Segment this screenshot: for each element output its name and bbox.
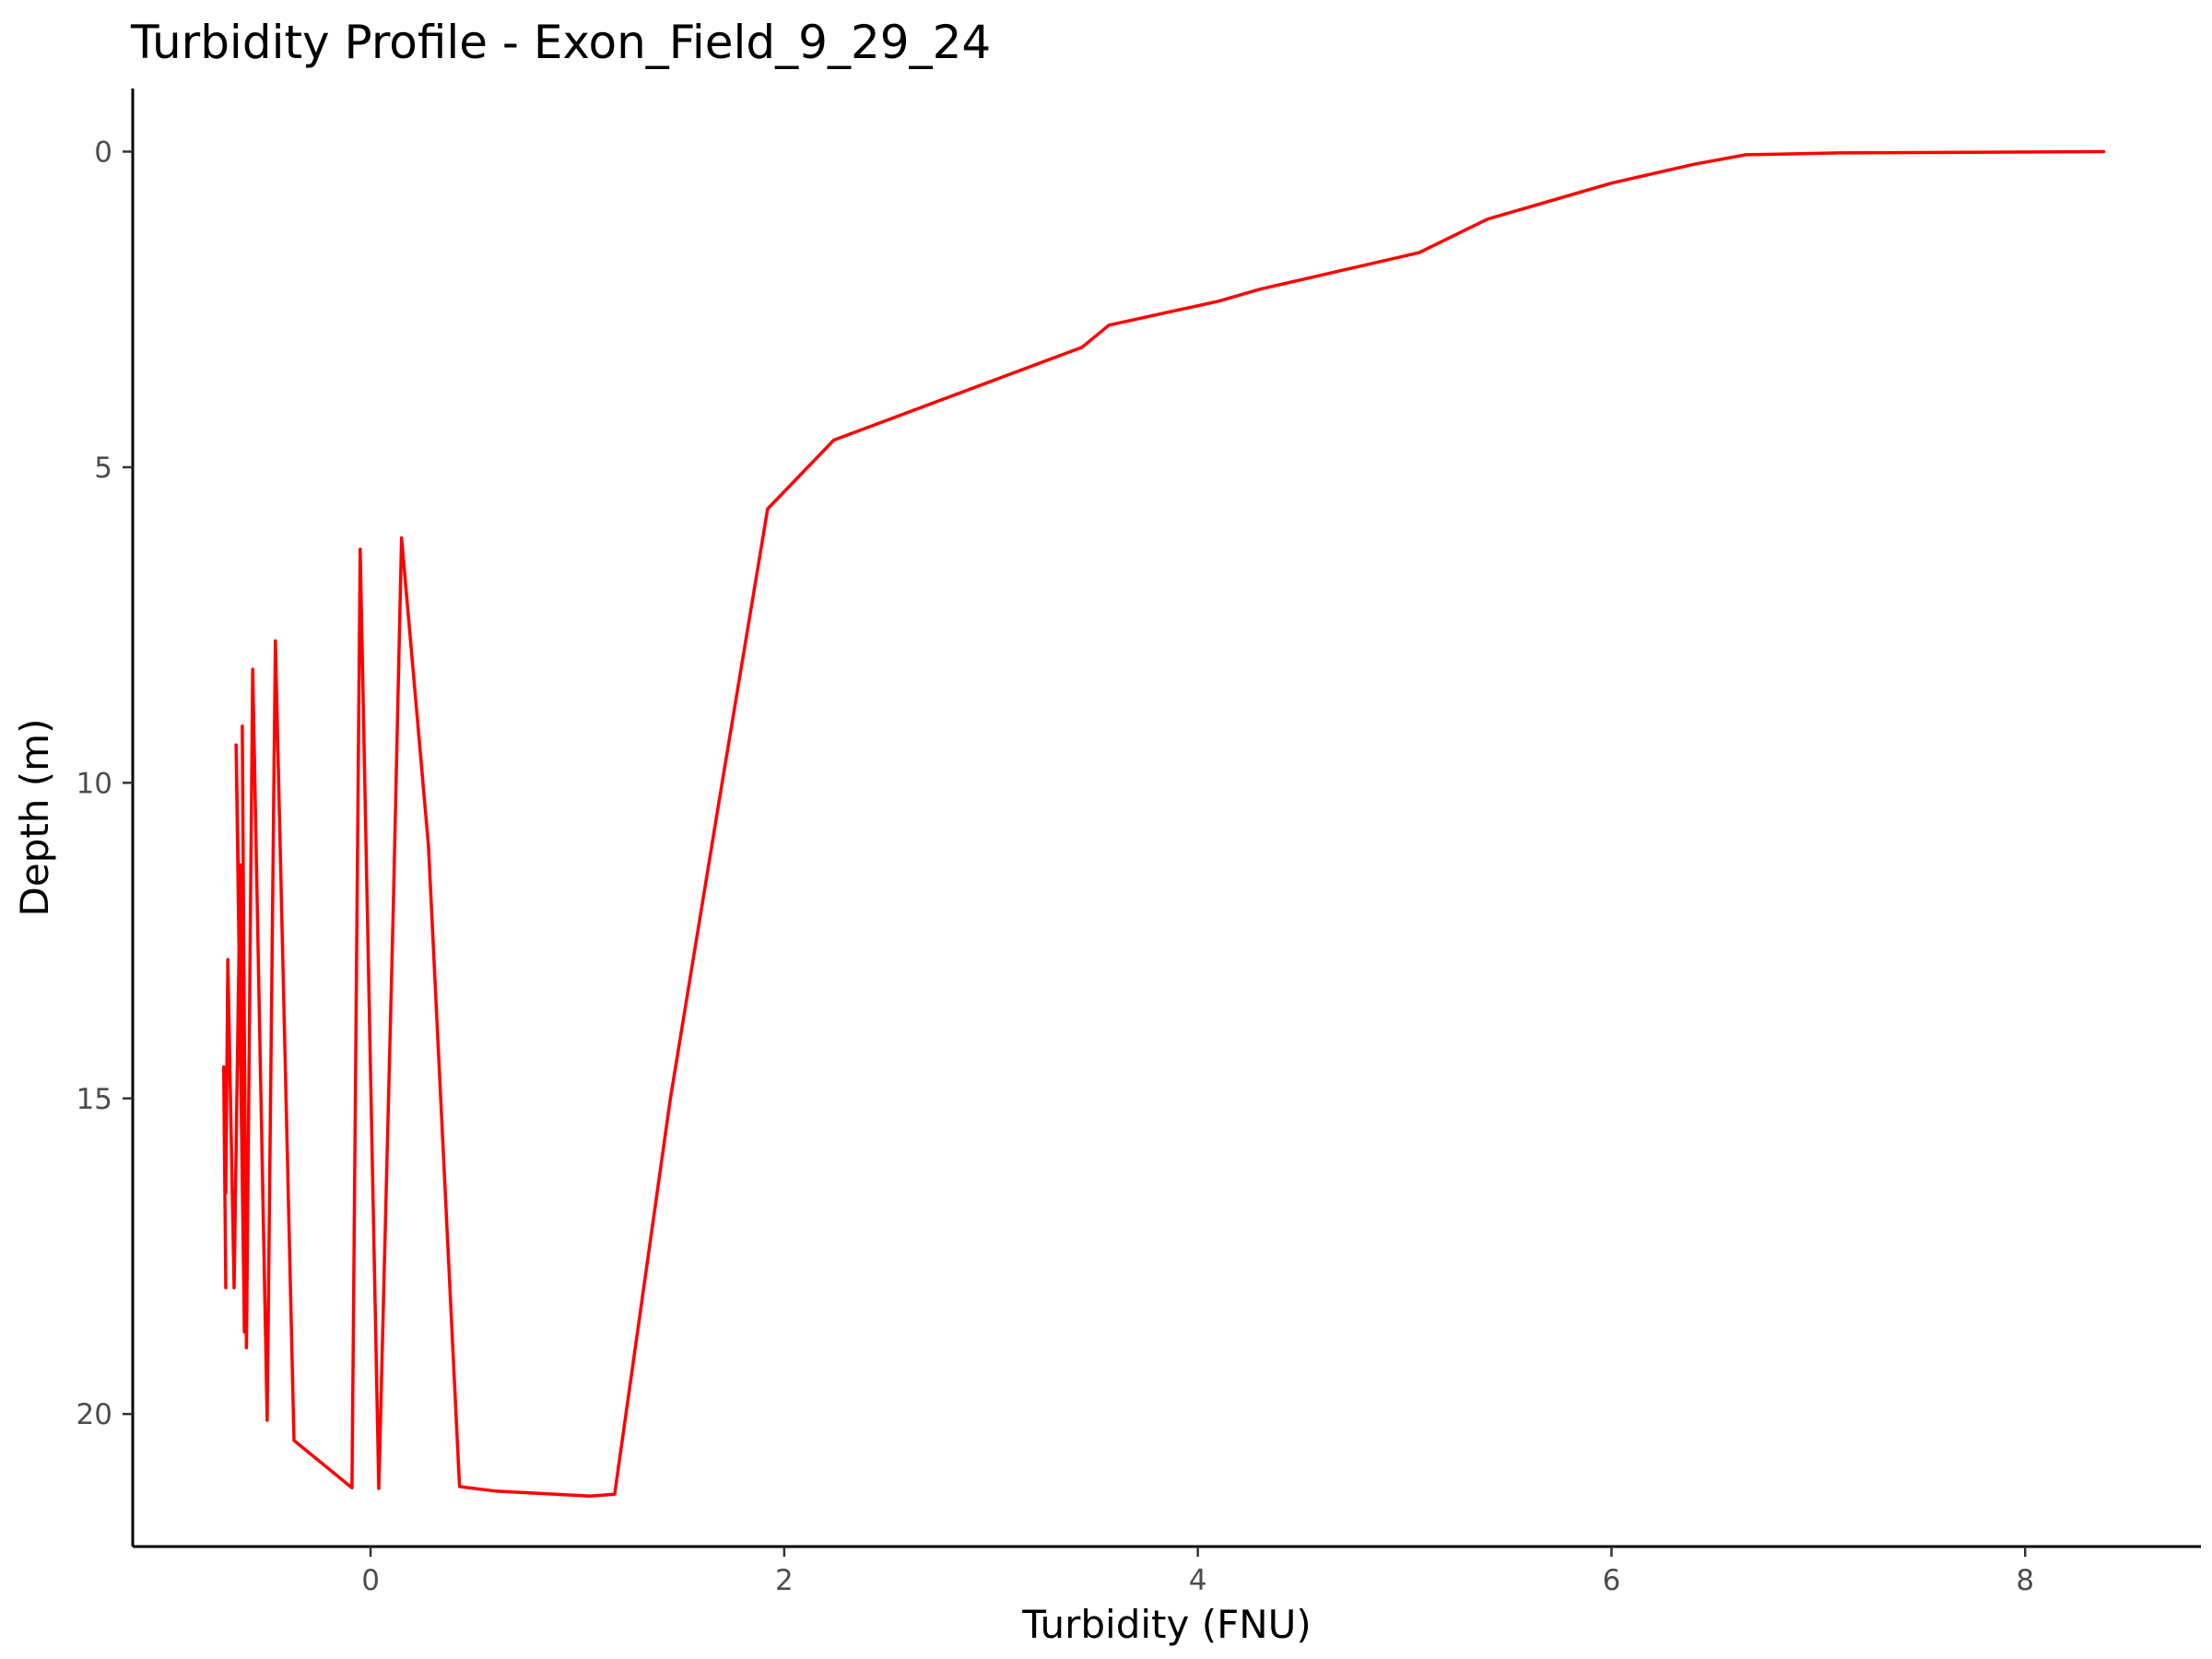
- chart-title: Turbidity Profile - Exon_Field_9_29_24: [130, 16, 991, 69]
- y-tick-label: 10: [76, 767, 112, 800]
- x-tick-label: 0: [361, 1564, 380, 1597]
- x-tick-label: 8: [2016, 1564, 2034, 1597]
- x-axis-title: Turbidity (FNU): [1021, 1602, 1312, 1647]
- y-axis-ticks: 0 5 10 15 20: [76, 135, 133, 1431]
- x-tick-label: 6: [1603, 1564, 1621, 1597]
- y-tick-label: 15: [76, 1083, 112, 1116]
- y-tick-label: 5: [94, 452, 112, 485]
- y-tick-label: 0: [94, 135, 112, 169]
- x-tick-label: 4: [1189, 1564, 1207, 1597]
- turbidity-series-line: [221, 149, 2106, 1498]
- y-axis-title: Depth (m): [12, 719, 57, 917]
- x-tick-label: 2: [775, 1564, 794, 1597]
- y-tick-label: 20: [76, 1398, 112, 1431]
- x-axis-ticks: 0 2 4 6 8: [361, 1547, 2034, 1597]
